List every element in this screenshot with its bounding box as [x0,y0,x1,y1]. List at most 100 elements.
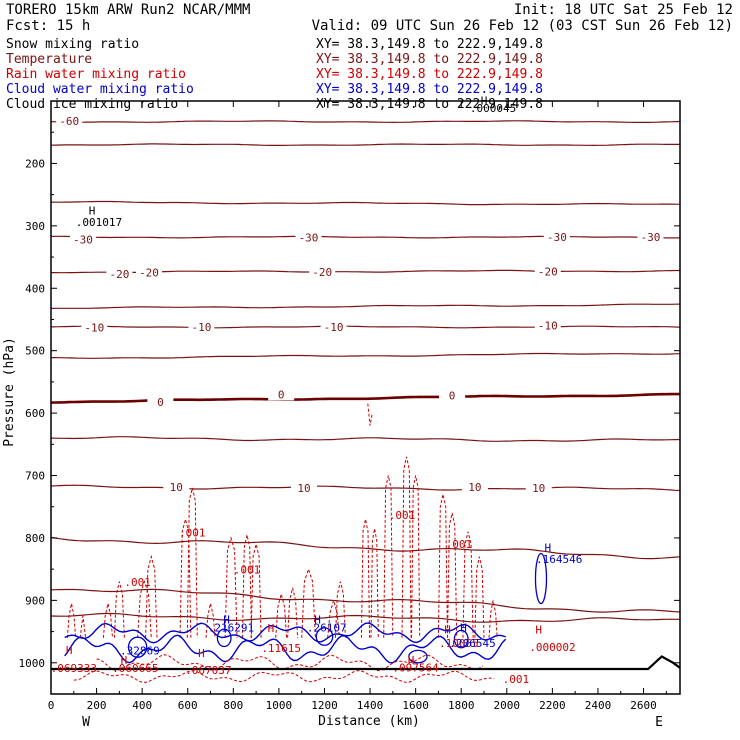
temperature-label-bg [525,482,552,494]
mixing-ratio-label: .001 [234,564,261,577]
mixing-ratio-label: .000045 [470,102,516,115]
temperature-label: 10 [170,481,183,494]
rain-contour [401,456,412,638]
isotherm-line [50,325,681,329]
cloud-water-closed-contour [408,649,428,664]
mixing-ratio-label: .001 [446,538,473,551]
surface-pressure-line [51,655,681,671]
temperature-label-bg [69,233,96,246]
isotherm-line [50,120,681,124]
rain-contour [79,615,87,638]
temperature-label-bg [637,231,664,244]
cloud-water-closed-contour [453,629,469,649]
temperature-label-bg [295,231,322,244]
rain-contour [73,670,495,683]
mixing-ratio-label: .32869 [120,645,160,658]
temperature-label-bg [309,266,336,278]
rain-contour [360,519,371,638]
temperature-label-bg [268,388,295,401]
temperature-label: -20 [139,267,159,280]
mixing-ratio-label: .001 [503,673,530,686]
x-tick-label: 2600 [630,699,657,712]
temperature-label: 0 [157,396,164,409]
y-tick-label: 600 [25,407,45,420]
cloud-water-closed-contour [534,552,548,605]
mixing-ratio-label: .000002 [529,641,575,654]
temperature-label-bg [543,231,570,244]
rain-contour [462,531,474,638]
mixing-ratio-label: H [535,624,542,637]
temperature-label-bg [81,321,108,334]
x-axis: 0 200 400 600 800 1000 1200 1400 1600 1800 2000 220… [48,101,667,712]
legend-xy-range: XY= 38.3,149.8 to 222.9,149.8 [316,82,543,97]
mixing-ratio-label: .060665 [112,662,158,675]
cloud-water-closed-contour [127,636,148,658]
legend-xy-range: XY= 38.3,149.8 to 222.9,149.8 [316,67,543,82]
isotherm-lines [50,120,681,623]
x-tick-label: 200 [87,699,107,712]
mixing-ratio-label: H [223,614,230,627]
temperature-label: -10 [538,320,558,333]
mixing-ratio-label: .067037 [185,664,231,677]
rain-contour [145,554,158,638]
mixing-ratio-label: .001017 [76,216,122,229]
mixing-ratio-label: H [268,622,275,635]
legend-label: Cloud water mixing ratio [6,82,194,97]
temperature-label: -20 [538,265,558,278]
rain-contour [334,581,346,638]
isotherm-line [50,143,680,147]
temperature-label: -10 [191,321,211,334]
x-tick-label: 0 [48,699,55,712]
temperature-label-bg [291,482,317,494]
mixing-ratio-label: H [314,614,321,627]
mixing-ratio-label: H [198,647,205,660]
rain-contour [327,598,340,638]
temperature-label: -30 [73,234,93,247]
x-tick-label: 400 [132,699,152,712]
terrain-line [51,655,681,671]
rain-contour [411,475,421,638]
temperature-label-bg [147,395,174,408]
temperature-label-bg [461,480,488,493]
rain-contour [113,581,125,638]
mixing-ratio-label: H [460,622,467,635]
rain-contour [241,534,253,638]
temperature-label: 10 [297,482,310,495]
x-tick-label: 1400 [357,699,384,712]
isotherm-line [51,352,681,359]
temperature-label-bg [534,265,561,278]
mixing-ratio-label: .26107 [307,622,347,635]
legend: Snow mixing ratio XY= 38.3,149.8 to 222.9… [6,37,543,112]
mixing-ratio-label: .097564 [392,662,439,675]
temperature-label-bg [439,389,466,402]
rain-contour [137,579,152,638]
y-axis-title: Pressure (hPa) [2,337,17,447]
rain-contour [275,592,288,638]
mixing-ratio-label: .206545 [449,637,495,650]
rain-contour [301,567,316,638]
temperature-label: -60 [59,115,79,128]
x-tick-label: 1000 [266,699,293,712]
rain-contour [437,494,448,638]
rain-contour [224,536,238,638]
isotherm-line [50,200,681,206]
rain-contour [186,487,198,638]
x-tick-label: 1600 [402,699,429,712]
header-forecast-hour: Fcst: 15 h [6,18,90,34]
x-tick-label: 2200 [539,699,566,712]
cloud-water-contour [64,634,507,664]
x-axis-east-label: E [655,715,663,730]
y-tick-label: 300 [25,220,45,233]
temperature-label-bg [320,321,347,333]
temperature-label: 0 [449,390,456,403]
mixing-ratio-label: .10055 [439,637,479,650]
temperature-label: -20 [312,266,332,279]
temperature-label: -30 [547,231,567,244]
x-tick-label: 600 [178,699,198,712]
temperature-label: -10 [324,321,344,334]
cross-section-plot: -60 -30 -30 -30 -30 -20 -20 -20 -20 -10 -10 -10 -10 0… [19,95,681,712]
cloud-water-closed-contour [315,627,334,646]
header-valid-time: Valid: 09 UTC Sun 26 Feb 12 (03 CST Sun … [312,18,733,34]
y-tick-label: 1000 [19,657,46,670]
rain-contour [367,403,373,426]
